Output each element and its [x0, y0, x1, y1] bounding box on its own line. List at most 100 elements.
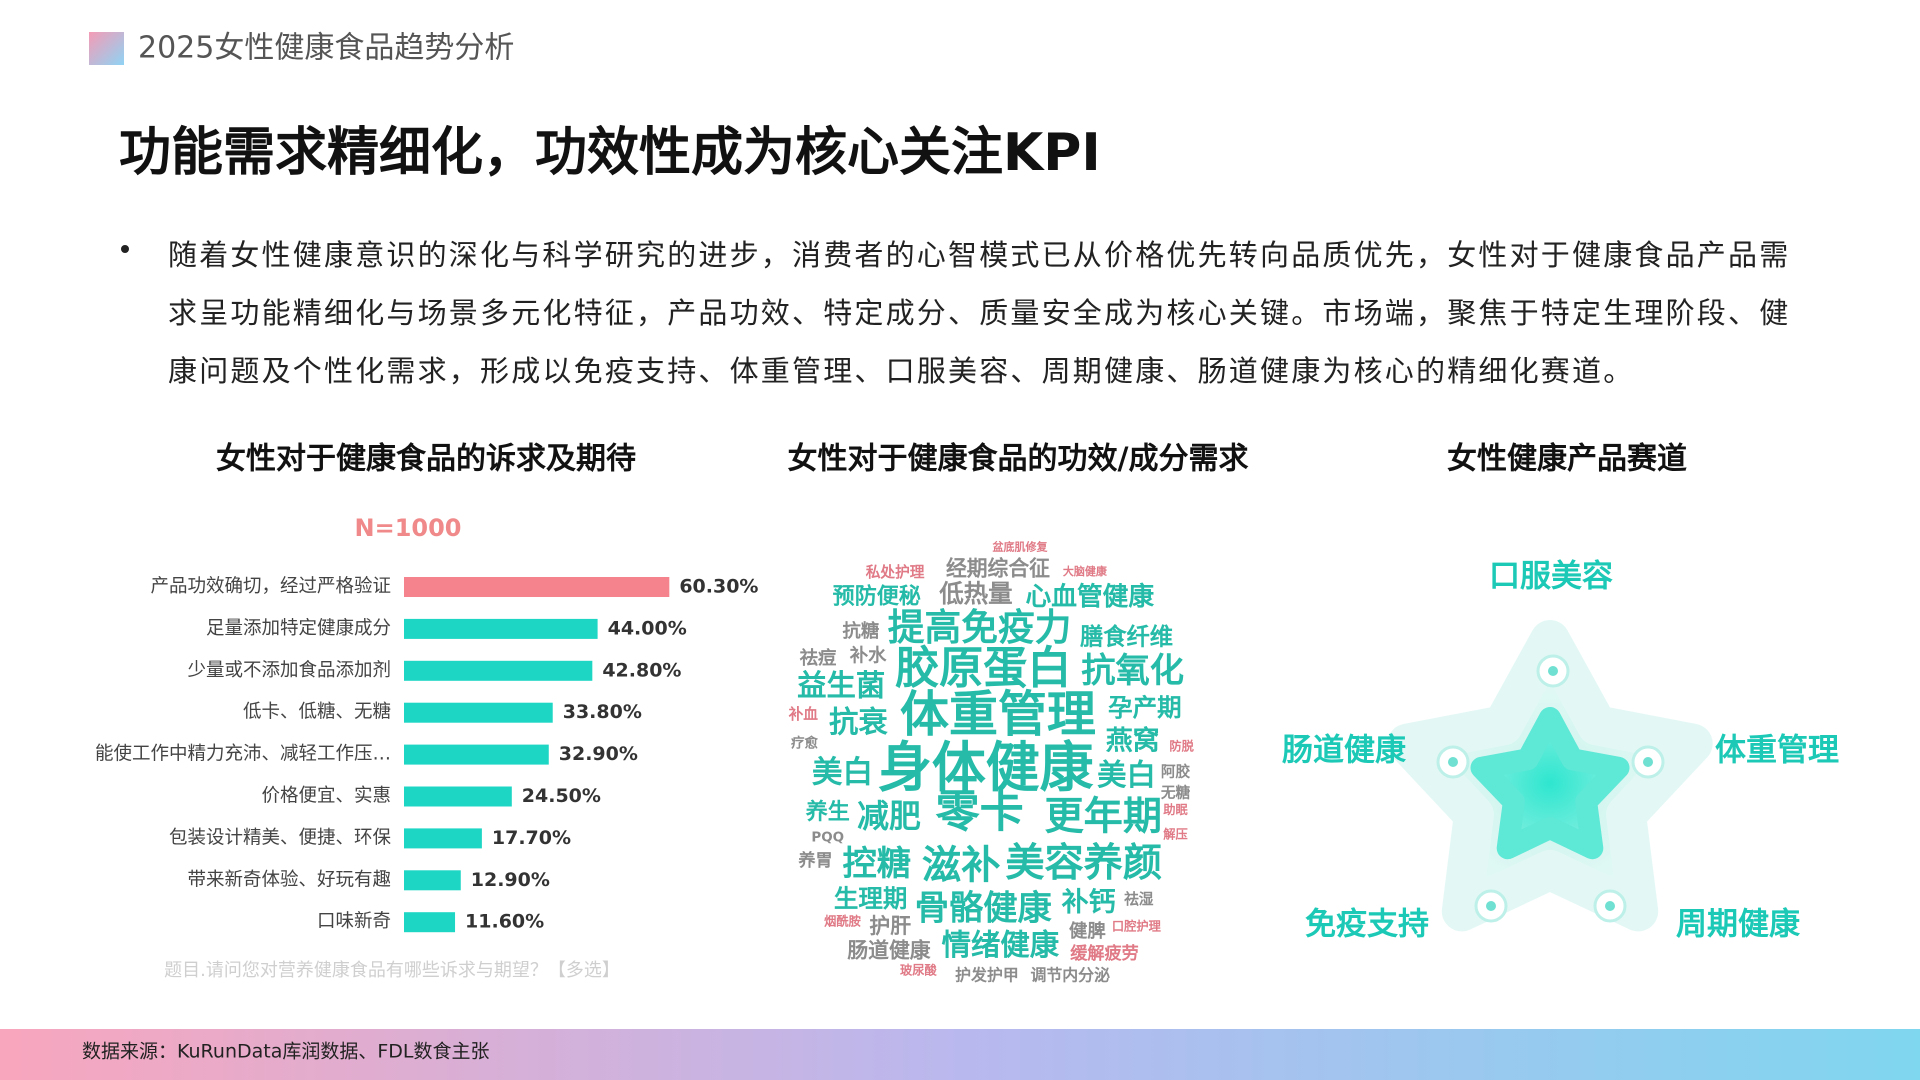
word: 孕产期: [1108, 693, 1181, 722]
word: 美容养颜: [1005, 841, 1162, 886]
word: 盆底肌修复: [991, 539, 1048, 553]
word: 控糖: [842, 844, 911, 884]
word: 疗愈: [791, 734, 818, 751]
word: 调节内分泌: [1030, 965, 1110, 984]
word: PQQ: [811, 831, 844, 846]
header-icon: [89, 32, 124, 65]
word: 身体健康: [878, 736, 1094, 799]
bar: [404, 702, 553, 723]
word: 护发护甲: [955, 965, 1019, 984]
value-label: 60.30%: [679, 576, 758, 598]
word: 祛湿: [1124, 890, 1154, 908]
header-title: 2025女性健康食品趋势分析: [138, 31, 514, 66]
bar: [404, 660, 593, 681]
wordcloud-title: 女性对于健康食品的功效/成分需求: [788, 442, 1249, 477]
category-label: 少量或不添加食品添加剂: [187, 660, 391, 681]
word: 祛痘: [800, 647, 837, 669]
source: 数据来源：KuRunData库润数据、FDL数食主张: [82, 1041, 490, 1063]
chart-note: 题目.请问您对营养健康食品有哪些诉求与期望？【多选】: [164, 960, 620, 981]
chart-subtitle: N=1000: [355, 514, 462, 542]
word: 无糖: [1160, 783, 1191, 801]
category-label: 带来新奇体验、好玩有趣: [187, 869, 391, 890]
word: 防脱: [1169, 738, 1194, 753]
bullet-dot: [121, 245, 129, 253]
value-label: 42.80%: [602, 659, 681, 681]
bar: [404, 870, 461, 891]
word: 补血: [788, 705, 819, 723]
word: 骨骼健康: [915, 888, 1053, 928]
word: 玻尿酸: [900, 963, 937, 978]
word: 阿胶: [1161, 763, 1191, 781]
word: 胶原蛋白: [895, 643, 1071, 694]
value-label: 12.90%: [471, 869, 550, 891]
word: 减肥: [857, 797, 921, 835]
bar: [404, 577, 670, 597]
category-label: 价格便宜、实惠: [261, 786, 391, 807]
bar: [404, 786, 512, 807]
word: 更年期: [1045, 795, 1163, 840]
category-label: 包装设计精美、便捷、环保: [169, 827, 392, 848]
track-label: 肠道健康: [1282, 733, 1407, 769]
bar: [404, 744, 549, 765]
track-icon-dot: [1486, 901, 1496, 911]
value-label: 33.80%: [563, 701, 642, 723]
track-icon-dot: [1643, 757, 1653, 767]
word: 大脑健康: [1063, 564, 1108, 578]
track-label: 周期健康: [1676, 907, 1801, 943]
track-icon-dot: [1605, 901, 1615, 911]
word: 缓解疲劳: [1070, 943, 1139, 964]
chart-title: 女性对于健康食品的诉求及期待: [216, 442, 636, 477]
track-label: 免疫支持: [1305, 907, 1429, 943]
word: 美白: [812, 754, 873, 790]
word: 零卡: [936, 786, 1024, 837]
category-label: 能使工作中精力充沛、减轻工作压…: [95, 744, 391, 765]
word: 补钙: [1062, 887, 1116, 918]
bullet-text: 随着女性健康意识的深化与科学研究的进步，消费者的心智模式已从价格优先转向品质优先…: [168, 238, 1791, 388]
category-label: 产品功效确切，经过严格验证: [150, 576, 391, 597]
word: 燕窝: [1106, 725, 1160, 757]
track-label: 口服美容: [1489, 559, 1613, 595]
word: 烟酰胺: [824, 914, 861, 929]
track-icon-dot: [1448, 757, 1458, 767]
word: 口腔护理: [1112, 918, 1162, 933]
value-label: 24.50%: [522, 785, 601, 807]
tracks-title: 女性健康产品赛道: [1447, 442, 1687, 477]
word: 抗衰: [829, 705, 888, 739]
bar: [404, 828, 482, 849]
word: 养胃: [797, 850, 832, 871]
word: 补水: [849, 644, 887, 666]
bar: [404, 912, 456, 933]
word: 提高免疫力: [888, 606, 1072, 649]
value-label: 32.90%: [559, 743, 638, 765]
word: 抗糖: [842, 620, 879, 642]
word: 益生菌: [797, 668, 885, 702]
word: 健脾: [1069, 920, 1106, 942]
star-inner: [1470, 707, 1630, 860]
word: 养生: [805, 799, 850, 825]
word: 美白: [1097, 758, 1156, 792]
word: 私处护理: [866, 563, 925, 581]
bar: [404, 618, 598, 639]
word: 情绪健康: [942, 928, 1060, 962]
word: 助眠: [1163, 802, 1188, 817]
word: 心血管健康: [1026, 581, 1155, 612]
word: 预防便秘: [833, 584, 921, 610]
category-label: 足量添加特定健康成分: [206, 618, 391, 639]
word: 护肝: [869, 914, 911, 938]
track-icon-dot: [1548, 666, 1558, 676]
word: 经期综合征: [946, 556, 1050, 580]
track-label: 体重管理: [1715, 733, 1839, 769]
category-label: 低卡、低糖、无糖: [243, 702, 391, 723]
word: 滋补: [922, 844, 1000, 889]
word: 解压: [1163, 827, 1187, 842]
value-label: 44.00%: [608, 617, 687, 639]
category-label: 口味新奇: [317, 911, 391, 932]
slide-title: 功能需求精细化，功效性成为核心关注KPI: [119, 123, 1101, 183]
word: 体重管理: [900, 686, 1096, 743]
footer-band: [0, 1029, 1920, 1080]
word: 抗氧化: [1081, 651, 1184, 691]
value-label: 11.60%: [465, 911, 544, 933]
word: 低热量: [938, 579, 1012, 608]
word: 生理期: [834, 884, 907, 913]
